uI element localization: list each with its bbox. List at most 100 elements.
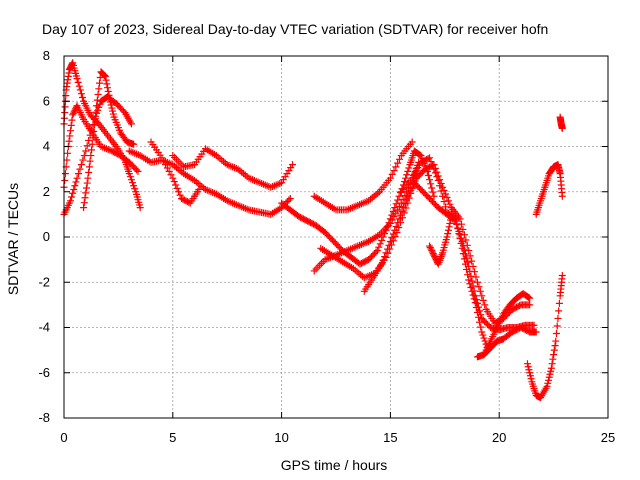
data-point (83, 142, 91, 150)
data-point (73, 174, 81, 182)
data-point (169, 174, 177, 182)
data-point (558, 271, 566, 279)
x-tick-label: 5 (169, 430, 176, 445)
data-point (74, 78, 82, 86)
data-point (165, 167, 173, 175)
data-point (392, 222, 400, 230)
data-point (379, 256, 387, 264)
data-point (403, 171, 411, 179)
data-point (391, 226, 399, 234)
data-point (93, 102, 101, 110)
data-point (473, 278, 481, 286)
data-point (67, 197, 75, 205)
data-point (395, 155, 403, 163)
data-point (64, 149, 72, 157)
x-tick-label: 25 (601, 430, 615, 445)
data-point (524, 363, 532, 371)
data-point (442, 203, 450, 211)
data-point (82, 189, 90, 197)
data-point (402, 174, 410, 182)
data-point (67, 127, 75, 135)
data-point (285, 196, 293, 204)
y-tick-label: 2 (43, 184, 50, 199)
data-point (73, 75, 81, 83)
data-point (378, 260, 386, 268)
data-point (94, 90, 102, 98)
data-point (131, 185, 139, 193)
data-point (133, 166, 141, 174)
data-point (436, 182, 444, 190)
y-tick-label: 6 (43, 93, 50, 108)
data-point (69, 109, 77, 117)
data-point (399, 195, 407, 203)
data-point (70, 185, 78, 193)
data-point (476, 307, 484, 315)
data-point (476, 318, 484, 326)
data-point (390, 167, 398, 175)
data-point (397, 199, 405, 207)
data-point (428, 248, 436, 256)
data-point (434, 176, 442, 184)
y-tick-label: -8 (38, 410, 50, 425)
data-point (555, 307, 563, 315)
data-point (127, 176, 135, 184)
data-point (443, 193, 451, 201)
data-point (426, 176, 434, 184)
data-point (546, 370, 554, 378)
data-point (453, 221, 461, 229)
data-point (469, 282, 477, 290)
data-point (175, 188, 183, 196)
data-point (545, 373, 553, 381)
data-point (437, 187, 445, 195)
data-point (92, 108, 100, 116)
data-point (470, 287, 478, 295)
data-point (386, 174, 394, 182)
data-point (66, 132, 74, 140)
data-point (91, 115, 99, 123)
data-point (552, 337, 560, 345)
data-point (395, 192, 403, 200)
data-point (551, 342, 559, 350)
data-point (104, 87, 112, 95)
data-point (525, 293, 533, 301)
data-point (526, 301, 534, 309)
y-tick-label: -4 (38, 320, 50, 335)
y-tick-label: 8 (43, 48, 50, 63)
data-point (72, 178, 80, 186)
data-point (452, 217, 460, 225)
data-point (70, 108, 78, 116)
data-point (85, 136, 93, 144)
data-point (392, 163, 400, 171)
data-point (429, 250, 437, 258)
data-point (447, 216, 455, 224)
data-point (404, 167, 412, 175)
data-point (430, 251, 438, 259)
data-point (170, 178, 178, 186)
data-point (428, 161, 436, 169)
data-point (82, 147, 90, 155)
data-point (68, 116, 76, 124)
data-point (526, 294, 534, 302)
data-point (481, 301, 489, 309)
x-axis-label: GPS time / hours (281, 457, 388, 473)
data-point (68, 193, 76, 201)
data-point (444, 230, 452, 238)
data-point (388, 234, 396, 242)
x-tick-label: 10 (274, 430, 288, 445)
data-point (89, 134, 97, 142)
data-point (405, 164, 413, 172)
data-point (428, 184, 436, 192)
data-point (385, 241, 393, 249)
data-point (173, 184, 181, 192)
data-point (375, 243, 383, 251)
y-tick-label: 0 (43, 229, 50, 244)
data-point (109, 107, 117, 115)
series-track-l (360, 161, 534, 327)
data-point (532, 328, 540, 336)
series-track-d (80, 68, 138, 212)
chart-title: Day 107 of 2023, Sidereal Day-to-day VTE… (42, 21, 548, 37)
series-track-r (523, 271, 566, 402)
data-point (67, 121, 75, 129)
data-point (134, 167, 142, 175)
